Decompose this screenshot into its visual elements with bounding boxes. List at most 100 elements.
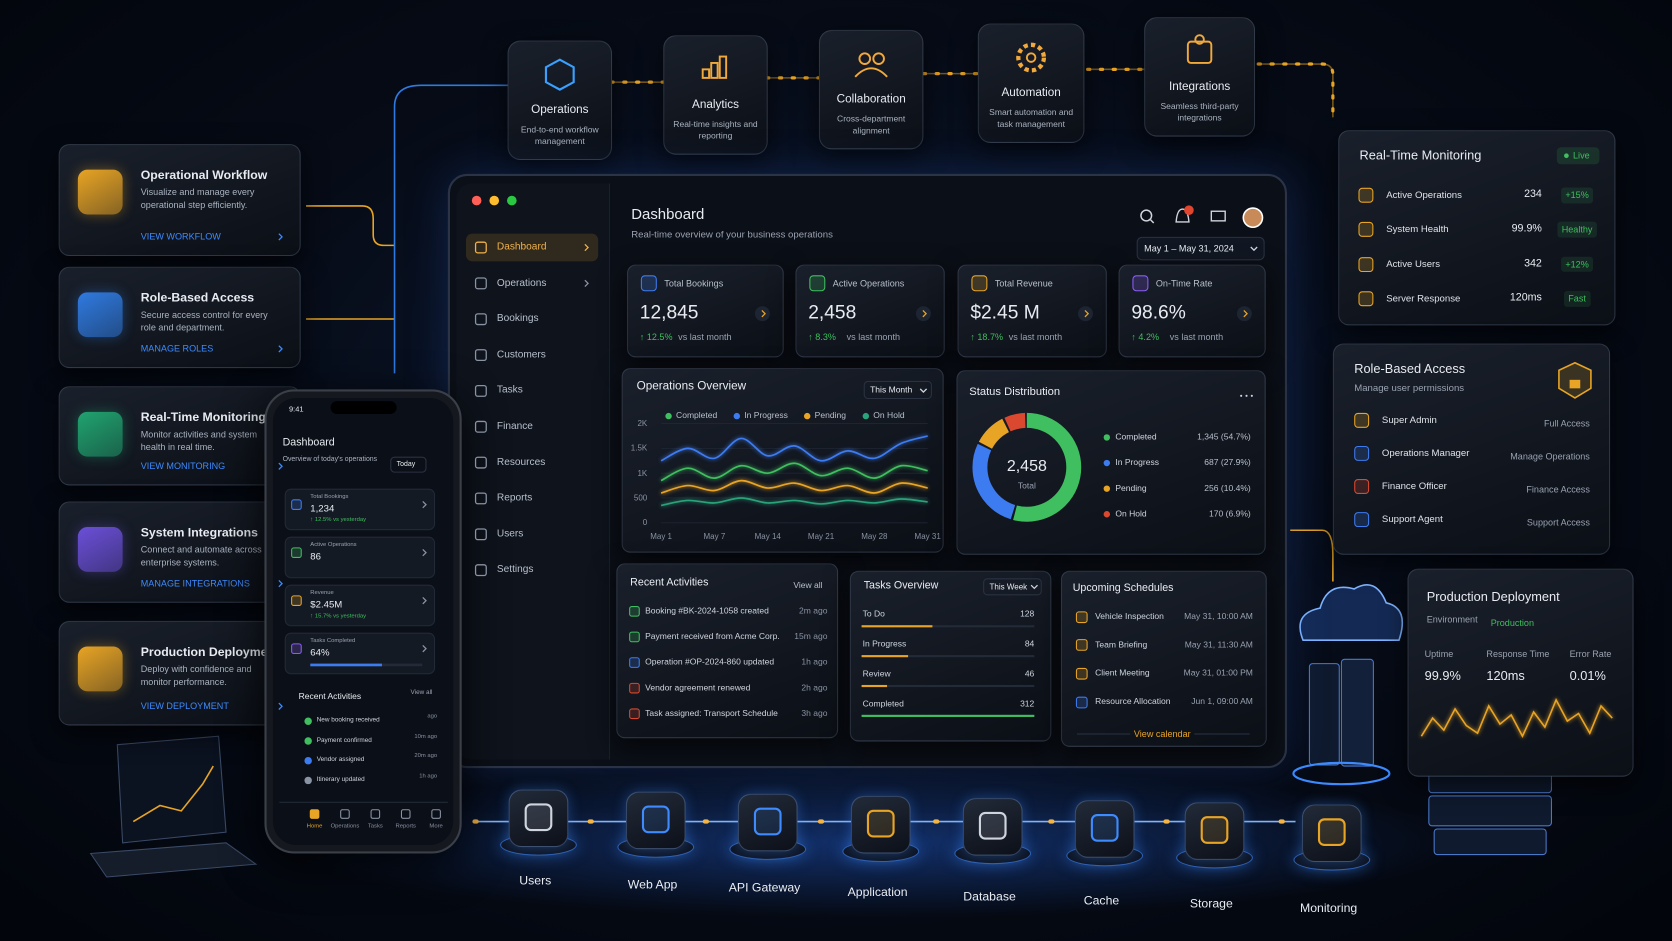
nav-item[interactable]: Users bbox=[496, 527, 524, 540]
tab-label[interactable]: Home bbox=[306, 823, 323, 830]
environment-value: Production bbox=[1490, 617, 1535, 629]
value-label: 1,345 (54.7%) bbox=[1197, 432, 1251, 442]
kpi-label: Total Revenue bbox=[994, 278, 1053, 289]
module-card bbox=[818, 29, 924, 150]
phone-activity-time: 20m ago bbox=[414, 752, 438, 760]
phone-kpi-card bbox=[284, 488, 436, 531]
phone-kpi-value: 1,234 bbox=[310, 502, 335, 514]
description: Monitor activities and system health in … bbox=[140, 428, 258, 453]
nav-item[interactable]: Finance bbox=[496, 420, 533, 433]
activity-time: 1h ago bbox=[801, 657, 828, 667]
kpi-change: ↑ 4.2% bbox=[1131, 331, 1160, 343]
metric-value: 120ms bbox=[1486, 668, 1525, 684]
tab-label[interactable]: Operations bbox=[330, 823, 360, 830]
card-link[interactable]: VIEW MONITORING bbox=[140, 460, 226, 472]
kpi-label: Total Bookings bbox=[664, 278, 724, 289]
card-link[interactable]: MANAGE ROLES bbox=[140, 343, 214, 354]
tab-label[interactable]: More bbox=[429, 823, 443, 830]
metric-label: Error Rate bbox=[1569, 648, 1612, 660]
metric-badge: Fast bbox=[1563, 290, 1591, 307]
pipeline-glyph bbox=[866, 809, 895, 838]
pipeline-node bbox=[625, 791, 686, 850]
task-name: Review bbox=[862, 668, 891, 679]
nav-item[interactable]: Reports bbox=[496, 492, 533, 504]
panel-title: Production Deployment bbox=[1426, 589, 1560, 605]
nav-item[interactable]: Resources bbox=[496, 456, 546, 469]
y-tick-label: 2K bbox=[637, 418, 648, 429]
description: Smart automation and task management bbox=[989, 107, 1074, 130]
view-all[interactable]: View all bbox=[793, 580, 823, 590]
tab-label[interactable]: Tasks bbox=[367, 823, 383, 830]
nav-item[interactable]: Operations bbox=[496, 277, 547, 289]
pipeline-glyph bbox=[753, 807, 782, 836]
phone-kpi-card bbox=[284, 632, 436, 675]
tab-label[interactable]: Reports bbox=[395, 823, 416, 830]
activity-time: 15m ago bbox=[794, 631, 828, 642]
role-name: Support Agent bbox=[1381, 513, 1443, 525]
activity-text: Booking #BK-2024-1058 created bbox=[645, 605, 769, 616]
date-picker[interactable] bbox=[1136, 236, 1265, 261]
phone-activity-text: New booking received bbox=[316, 717, 380, 724]
task-count: 128 bbox=[1020, 609, 1035, 619]
task-name: In Progress bbox=[862, 639, 907, 649]
task-name: To Do bbox=[862, 609, 885, 619]
phone-filter-label: Today bbox=[396, 460, 416, 469]
nav-item[interactable]: Customers bbox=[496, 348, 546, 361]
panel-title: Real-Time Monitoring bbox=[1359, 147, 1482, 163]
schedule-time: Jun 1, 09:00 AM bbox=[1191, 696, 1253, 707]
panel-title: Role-Based Access bbox=[1354, 361, 1466, 377]
schedule-icon bbox=[1075, 610, 1088, 623]
kpi-label: On-Time Rate bbox=[1155, 278, 1213, 289]
metric-value: 99.9% bbox=[1511, 223, 1542, 235]
phone-kpi-icon bbox=[291, 499, 302, 510]
description: End-to-end workflow management bbox=[520, 124, 599, 147]
phone-title: Dashboard bbox=[282, 437, 335, 449]
phone-kpi-note: ↑ 15.7% vs yesterday bbox=[310, 613, 367, 620]
card-link[interactable]: MANAGE INTEGRATIONS bbox=[140, 577, 250, 589]
pipeline-node bbox=[962, 798, 1023, 856]
pipeline-node bbox=[1074, 800, 1135, 858]
y-tick-label: 500 bbox=[633, 492, 648, 503]
phone-filter[interactable] bbox=[390, 456, 427, 473]
chart-filter[interactable] bbox=[983, 578, 1042, 596]
pipeline-label: Web App bbox=[627, 878, 678, 892]
legend-label: On Hold bbox=[873, 410, 905, 421]
legend-label: In Progress bbox=[1115, 457, 1159, 468]
phone-time: 9:41 bbox=[288, 406, 304, 414]
role-icon bbox=[1354, 479, 1370, 494]
metric-icon bbox=[1358, 187, 1374, 203]
phone-kpi-label: Total Bookings bbox=[310, 493, 349, 500]
cloud bbox=[1299, 584, 1403, 641]
kpi-change: ↑ 8.3% bbox=[808, 331, 836, 343]
x-tick-label: May 14 bbox=[754, 531, 781, 542]
phone-activity-time: ago bbox=[427, 713, 438, 720]
schedule-time: May 31, 11:30 AM bbox=[1184, 639, 1253, 650]
connector bbox=[1290, 529, 1334, 582]
schedule-time: May 31, 10:00 AM bbox=[1184, 611, 1253, 621]
description: Deploy with confidence and monitor perfo… bbox=[140, 663, 252, 687]
nav-item[interactable]: Dashboard bbox=[496, 241, 547, 253]
connector bbox=[393, 84, 510, 374]
phone-kpi-value: 64% bbox=[310, 646, 330, 658]
x-tick-label: May 7 bbox=[703, 531, 726, 542]
card-link[interactable]: VIEW DEPLOYMENT bbox=[140, 700, 229, 712]
card-title: Operational Workflow bbox=[140, 169, 268, 183]
task-count: 84 bbox=[1024, 639, 1035, 649]
nav-item[interactable]: Settings bbox=[496, 563, 534, 576]
metric-badge: Healthy bbox=[1557, 221, 1597, 238]
nav-item[interactable]: Tasks bbox=[496, 384, 523, 397]
chart-filter[interactable] bbox=[863, 380, 932, 400]
server-rack bbox=[1292, 658, 1552, 856]
pipeline-node bbox=[508, 789, 569, 848]
activity-time: 3h ago bbox=[801, 708, 828, 719]
view-calendar[interactable]: View calendar bbox=[1133, 728, 1191, 740]
phone-kpi-icon bbox=[291, 595, 302, 606]
x-tick-label: May 1 bbox=[650, 531, 673, 542]
metric-label: Uptime bbox=[1424, 648, 1454, 660]
nav-item[interactable]: Bookings bbox=[496, 312, 539, 325]
phone-activity-text: Itinerary updated bbox=[316, 776, 365, 783]
role-icon bbox=[1354, 512, 1370, 528]
card-link[interactable]: VIEW WORKFLOW bbox=[140, 231, 221, 242]
